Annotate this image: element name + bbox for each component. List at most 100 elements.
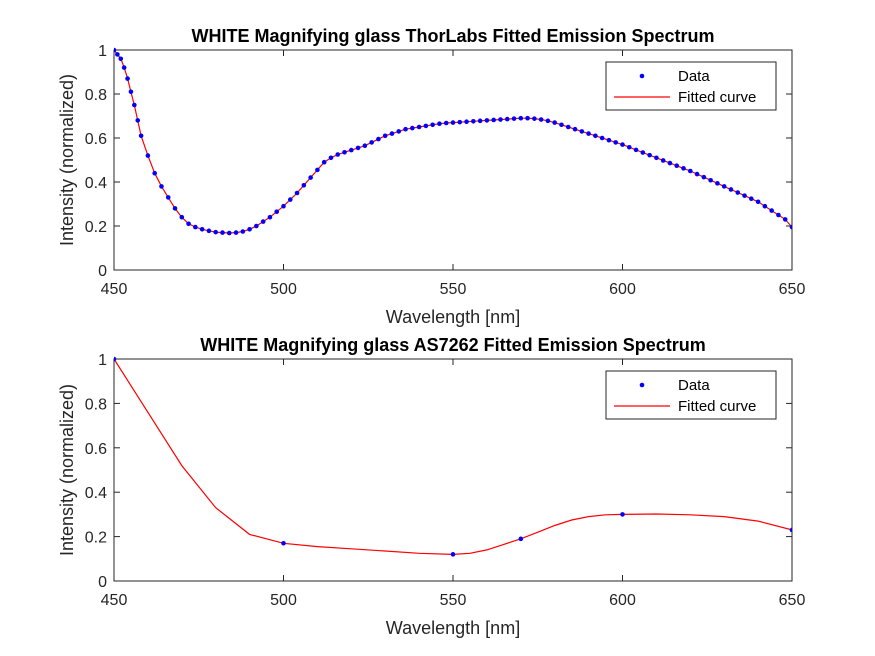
y-tick-label: 0.6 [85,441,107,458]
data-point [498,117,503,122]
data-point [376,136,381,142]
data-point [749,196,754,202]
data-point [115,52,120,57]
x-tick-label: 600 [609,281,636,298]
data-point [491,117,496,123]
legend-label: Fitted curve [678,89,756,106]
x-tick-label: 450 [101,592,128,609]
data-point [335,152,341,157]
legend: Data Fitted curve [605,61,777,111]
data-point [640,150,646,155]
data-point [545,118,551,124]
data-point [694,171,700,177]
data-point [654,155,659,161]
data-point [586,131,591,136]
legend: Data Fitted curve [605,370,777,420]
x-tick-label: 500 [270,592,297,609]
data-point [511,116,517,121]
data-point [504,116,510,122]
legend-label: Data [678,68,710,85]
data-point [525,115,530,121]
data-point [281,540,286,546]
data-point [782,217,788,222]
data-point [559,122,564,128]
data-point [762,203,768,209]
legend-box [605,61,777,111]
x-tick-label: 550 [440,281,467,298]
data-point [647,152,652,158]
data-point [742,193,747,198]
data-point [450,120,456,125]
data-point [220,230,225,235]
data-point [471,118,476,124]
data-point [362,143,368,148]
data-point [152,170,157,176]
legend-marker-icon [639,382,645,388]
data-point [349,147,354,153]
data-point [389,131,395,136]
data-point [132,102,137,108]
data-point [355,145,361,151]
y-tick-label: 0.8 [85,396,107,413]
data-point [382,133,388,139]
data-point [450,552,456,557]
data-point [423,123,429,129]
chart-panel-thorlabs: 450 500 550 600 650 0 0.2 0.4 0.6 0.8 1 WHITE Magni… [57,26,805,327]
chart-title: WHITE Magnifying glass AS7262 Fitted Emi… [200,335,705,355]
y-tick-label: 0.2 [85,219,107,236]
data-point [660,158,666,163]
data-point [165,195,171,200]
data-point [430,122,435,128]
data-point [128,89,134,95]
x-tick-label: 550 [440,592,467,609]
data-point [728,187,734,192]
x-tick-label: 650 [779,592,806,609]
x-axis-label: Wavelength [nm] [386,307,520,327]
data-point [267,214,273,220]
data-point [226,230,232,236]
series-layer [114,356,792,557]
data-point [294,190,300,196]
x-tick-label: 450 [101,281,128,298]
x-tick-label: 600 [609,592,636,609]
data-point [114,356,117,362]
data-point [396,129,402,134]
data-point [199,227,205,232]
data-point [138,133,144,139]
data-point [633,147,639,153]
legend-label: Fitted curve [678,398,756,415]
data-point [240,229,246,234]
legend-label: Data [678,377,710,394]
data-point [308,175,313,180]
data-point [606,137,612,143]
data-point [328,155,334,161]
fitted-curve-line [114,358,792,556]
data-point [274,209,280,214]
data-point [776,212,781,218]
data-point [457,119,463,125]
data-point [114,47,117,53]
data-point [213,229,218,235]
data-point [410,125,415,131]
data-point [118,56,124,62]
data-point [518,536,524,542]
data-point [301,183,307,188]
data-point [565,124,571,130]
data-point [172,206,178,211]
data-point [701,174,707,180]
data-point [579,129,585,134]
data-point [135,118,141,123]
y-tick-label: 0.4 [85,485,107,502]
legend-marker-icon [639,73,645,79]
y-tick-label: 0 [98,263,107,280]
data-point [315,167,320,173]
data-point [416,124,422,130]
y-tick-label: 0 [98,574,107,591]
data-point [443,120,449,126]
x-axis-label: Wavelength [nm] [386,618,520,638]
data-point [789,527,792,533]
data-point [688,168,693,174]
data-point [342,150,347,155]
data-point [159,184,164,189]
